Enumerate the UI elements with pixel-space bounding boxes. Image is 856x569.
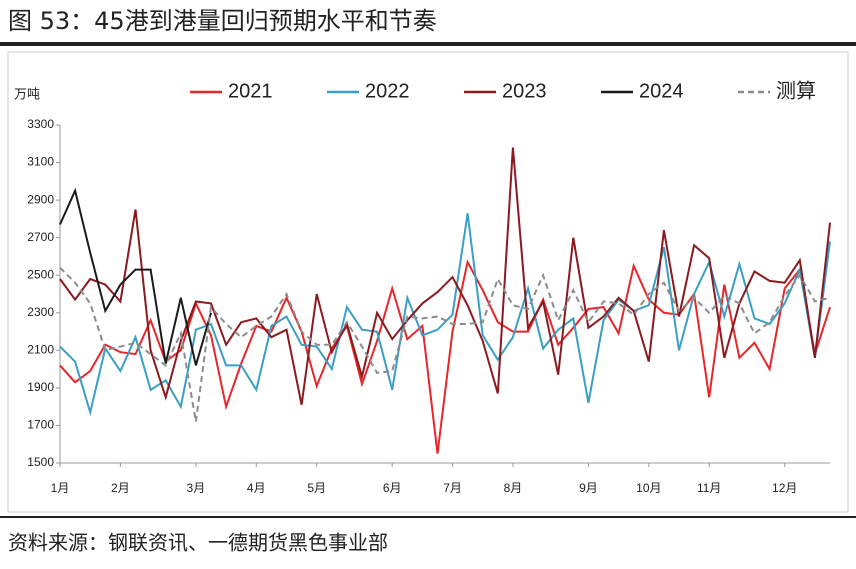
x-tick-label: 5月 — [307, 481, 326, 495]
source-rule — [0, 516, 856, 518]
chart-frame — [7, 51, 849, 513]
y-tick-label: 2700 — [27, 230, 54, 244]
legend-label: 2023 — [502, 80, 547, 102]
x-tick-label: 12月 — [772, 481, 797, 495]
y-tick-label: 2900 — [27, 192, 54, 206]
x-tick-label: 10月 — [636, 481, 661, 495]
series-line — [59, 266, 831, 422]
series-line — [59, 213, 831, 417]
y-tick-label: 1500 — [27, 455, 54, 469]
y-tick-label: 2500 — [27, 267, 54, 281]
series-line — [59, 147, 831, 405]
x-tick-label: 9月 — [579, 481, 598, 495]
x-tick-label: 11月 — [697, 481, 721, 495]
y-tick-label: 1700 — [27, 418, 54, 432]
series-line — [59, 259, 831, 454]
x-tick-label: 1月 — [51, 481, 70, 495]
legend-label: 2024 — [639, 80, 684, 102]
legend-label: 测算 — [776, 79, 816, 102]
y-tick-label: 1900 — [27, 380, 54, 394]
y-tick-label: 2300 — [27, 305, 54, 319]
y-unit: 万吨 — [14, 88, 40, 103]
legend-label: 2021 — [228, 80, 273, 102]
title-rule — [0, 42, 856, 46]
x-tick-label: 6月 — [383, 481, 402, 495]
series-line — [59, 187, 212, 366]
legend-label: 2022 — [365, 80, 410, 102]
y-tick-label: 2100 — [27, 343, 54, 357]
x-tick-label: 3月 — [187, 481, 206, 495]
chart-title: 图 53：45港到港量回归预期水平和节奏 — [8, 7, 437, 35]
x-tick-label: 7月 — [443, 481, 462, 495]
y-tick-label: 3100 — [27, 155, 54, 169]
y-tick-label: 3300 — [27, 117, 54, 131]
x-tick-label: 8月 — [504, 481, 523, 495]
source: 资料来源：钢联资讯、一德期货黑色事业部 — [8, 531, 388, 555]
x-tick-label: 2月 — [111, 481, 130, 495]
x-tick-label: 4月 — [247, 481, 266, 495]
